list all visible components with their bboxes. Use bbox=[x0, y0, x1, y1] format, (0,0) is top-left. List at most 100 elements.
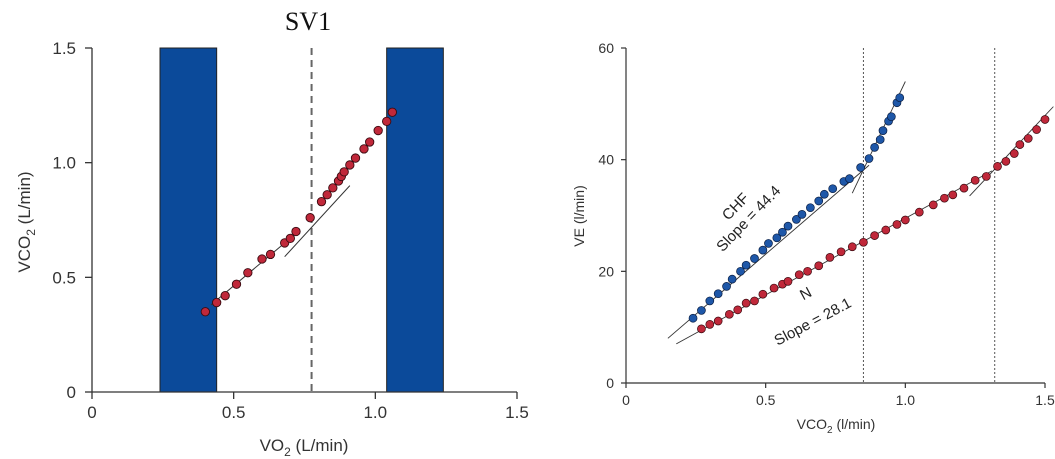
n-point bbox=[870, 231, 879, 240]
n-point bbox=[1009, 149, 1019, 158]
n-point bbox=[697, 324, 706, 334]
n-point bbox=[914, 207, 924, 217]
n-point bbox=[928, 200, 938, 210]
chf-point bbox=[772, 233, 782, 243]
data-point bbox=[373, 125, 383, 136]
left-y-tick-label: 0.5 bbox=[52, 268, 76, 287]
left-x-axis-title: VO2 (L/min) bbox=[260, 436, 349, 459]
n-point bbox=[993, 162, 1002, 171]
right-y-tick-label: 20 bbox=[598, 263, 614, 279]
data-point bbox=[285, 233, 295, 243]
right-x-axis-title: VCO2 (l/min) bbox=[797, 416, 876, 436]
chf-point bbox=[741, 260, 751, 270]
left-y-tick-label: 1.5 bbox=[52, 39, 76, 58]
left-points bbox=[200, 107, 397, 317]
data-point bbox=[231, 279, 242, 289]
n-point bbox=[803, 266, 812, 276]
n-slope-label: Slope = 28.1 bbox=[772, 295, 855, 350]
right-x-tick-label: 1.0 bbox=[896, 392, 916, 408]
chf-point bbox=[758, 245, 768, 255]
data-point bbox=[350, 153, 361, 163]
chf-point bbox=[819, 189, 829, 199]
chf-point bbox=[722, 282, 731, 291]
left-x-tick-label: 1.5 bbox=[505, 403, 529, 422]
data-point bbox=[265, 249, 276, 260]
chf-point bbox=[783, 221, 793, 231]
data-point bbox=[305, 213, 315, 223]
n-point bbox=[713, 316, 723, 326]
chf-point bbox=[887, 112, 896, 122]
chf-point bbox=[736, 266, 745, 276]
data-point bbox=[382, 116, 392, 127]
left-ticks bbox=[85, 47, 518, 399]
n-point bbox=[836, 247, 846, 257]
n-series-label: N bbox=[797, 284, 815, 304]
right-chart: 0 0.5 1.0 1.5 0 20 40 60 VCO2 (l/min) VE… bbox=[571, 40, 1055, 436]
right-y-axis-title: VE (l/min) bbox=[571, 185, 587, 246]
n-point bbox=[1032, 125, 1041, 134]
data-point bbox=[200, 307, 210, 317]
chf-point bbox=[870, 143, 879, 152]
n-point bbox=[725, 309, 734, 319]
left-chart: SV1 0 0.5 1.0 1.5 0 0.5 1.0 1.5 VO2 (L/m… bbox=[15, 7, 529, 459]
left-bars bbox=[159, 47, 444, 393]
chf-point bbox=[828, 184, 838, 194]
data-point bbox=[220, 291, 230, 301]
chf-point bbox=[864, 154, 874, 163]
n-point bbox=[814, 261, 824, 271]
left-x-tick-label: 0 bbox=[87, 403, 96, 422]
chf-point bbox=[845, 174, 854, 183]
data-point bbox=[316, 197, 327, 207]
right-x-tick-label: 1.5 bbox=[1035, 392, 1055, 408]
n-point bbox=[859, 237, 868, 247]
n-point bbox=[825, 253, 835, 262]
chf-point bbox=[705, 296, 715, 306]
n-point bbox=[794, 270, 804, 280]
n-point bbox=[1001, 156, 1011, 166]
bar bbox=[386, 47, 444, 393]
data-point bbox=[291, 226, 301, 237]
right-y-tick-label: 0 bbox=[606, 375, 614, 391]
right-points bbox=[688, 93, 1050, 334]
data-point bbox=[387, 107, 397, 117]
chf-point bbox=[688, 313, 698, 323]
chf-point bbox=[856, 163, 865, 172]
right-x-tick-label: 0.5 bbox=[756, 392, 776, 408]
n-point bbox=[881, 225, 891, 235]
fit-line bbox=[284, 185, 351, 258]
bar bbox=[159, 47, 218, 393]
right-y-tick-label: 40 bbox=[598, 152, 614, 168]
chf-point bbox=[778, 227, 787, 237]
chf-point bbox=[792, 215, 801, 224]
chf-point bbox=[727, 274, 737, 284]
chf-point bbox=[895, 93, 905, 103]
left-fit-lines bbox=[210, 185, 351, 306]
n-point bbox=[733, 305, 743, 315]
n-point bbox=[970, 175, 980, 185]
right-x-tick-label: 0 bbox=[622, 392, 630, 408]
n-point bbox=[940, 193, 949, 203]
chf-point bbox=[750, 254, 759, 263]
n-point bbox=[981, 172, 991, 181]
n-point bbox=[1023, 134, 1033, 143]
n-point bbox=[758, 289, 768, 299]
n-point bbox=[769, 283, 779, 293]
n-point bbox=[959, 183, 969, 193]
n-point bbox=[900, 215, 910, 225]
left-y-tick-label: 1.0 bbox=[52, 154, 76, 173]
n-point bbox=[705, 320, 715, 329]
left-y-axis-title: VCO2 (L/min) bbox=[15, 171, 38, 272]
data-point bbox=[243, 268, 253, 278]
n-point bbox=[892, 220, 902, 229]
chf-point bbox=[875, 135, 885, 144]
n-point bbox=[1015, 140, 1025, 149]
data-point bbox=[212, 297, 222, 308]
right-ticks bbox=[621, 47, 1046, 388]
data-point bbox=[345, 160, 355, 170]
left-y-tick-label: 0 bbox=[67, 383, 76, 402]
chf-point bbox=[814, 196, 824, 206]
data-point bbox=[328, 183, 338, 193]
data-point bbox=[322, 190, 332, 200]
n-point bbox=[948, 190, 958, 200]
chf-slope-label: Slope = 44.4 bbox=[713, 183, 784, 256]
